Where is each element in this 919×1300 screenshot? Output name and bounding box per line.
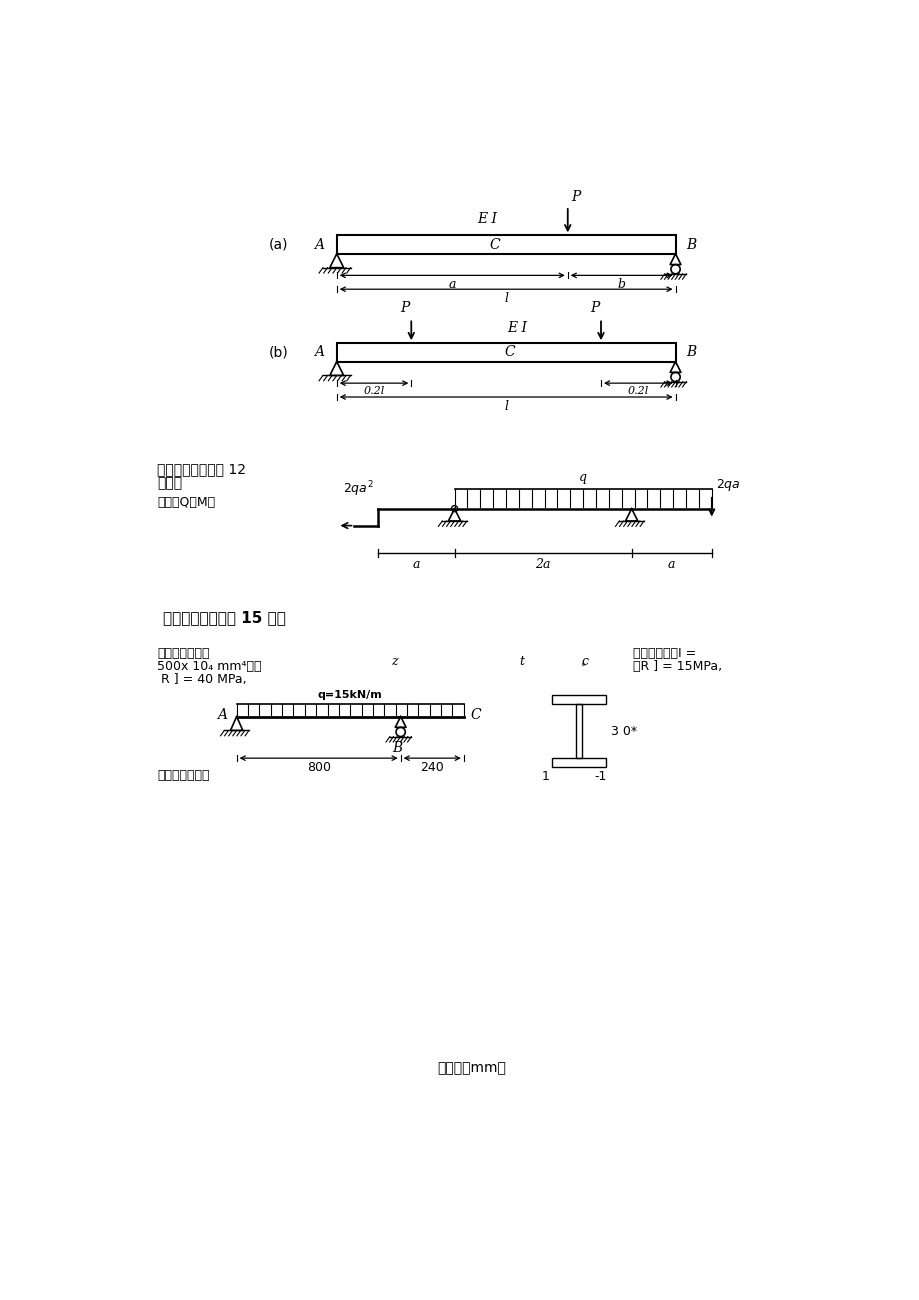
Text: 0.2l: 0.2l [363, 386, 384, 396]
Bar [336, 235, 675, 254]
Text: $2qa^2$: $2qa^2$ [343, 480, 373, 499]
Text: c: c [582, 655, 588, 668]
Text: C: C [505, 346, 515, 359]
Text: -1: -1 [594, 771, 606, 784]
Text: $2qa$: $2qa$ [715, 477, 740, 493]
Text: 2a: 2a [535, 558, 550, 571]
Text: a: a [448, 278, 456, 291]
Text: 500x 10₄ mm⁴材料: 500x 10₄ mm⁴材料 [157, 660, 262, 673]
Text: 的R ] = 15MPa,: 的R ] = 15MPa, [632, 660, 721, 673]
Text: (a): (a) [269, 238, 289, 252]
Text: （单位：mm）: （单位：mm） [437, 1061, 505, 1075]
Text: C: C [470, 708, 480, 722]
Text: 0.2l: 0.2l [627, 386, 648, 396]
Text: 分）：: 分）： [157, 476, 182, 490]
Text: P: P [400, 302, 409, 316]
Text: q=15kN/m: q=15kN/m [317, 689, 382, 699]
Text: 1: 1 [540, 771, 549, 784]
Text: a: a [412, 558, 419, 571]
Text: E I: E I [476, 212, 496, 226]
Text: P: P [571, 190, 580, 204]
Text: 3 0*: 3 0* [610, 724, 636, 737]
Bar [551, 696, 606, 705]
Text: a: a [667, 558, 675, 571]
Bar [336, 343, 675, 361]
Text: E I: E I [507, 321, 528, 335]
Bar [551, 758, 606, 767]
Text: (b): (b) [269, 346, 289, 359]
Text: l: l [504, 292, 507, 306]
Text: q: q [579, 471, 586, 484]
Text: A: A [217, 708, 227, 722]
Text: 四、计算题（本题 15 分）: 四、计算题（本题 15 分） [164, 610, 286, 625]
Text: A: A [314, 238, 324, 252]
Text: t: t [518, 655, 524, 668]
Text: b: b [617, 278, 625, 291]
Text: l: l [504, 400, 507, 413]
Text: B: B [686, 238, 696, 252]
Text: R ] = 40 MPa,: R ] = 40 MPa, [157, 673, 246, 686]
Text: A: A [314, 346, 324, 359]
Text: P: P [589, 302, 599, 316]
Text: C: C [489, 238, 499, 252]
Text: 作梁的Q、M图: 作梁的Q、M图 [157, 497, 215, 510]
Text: 240: 240 [420, 762, 444, 775]
Text: B: B [392, 741, 403, 755]
Text: 载如图，已知I =: 载如图，已知I = [632, 647, 696, 660]
Text: 三、作图题（本题 12: 三、作图题（本题 12 [157, 463, 246, 477]
Bar [575, 705, 582, 758]
Text: 核该梁的强度。: 核该梁的强度。 [157, 768, 210, 781]
Text: 800: 800 [306, 762, 330, 775]
Text: z: z [391, 655, 397, 668]
Text: 外伸梁截面及受: 外伸梁截面及受 [157, 647, 210, 660]
Text: B: B [686, 346, 696, 359]
